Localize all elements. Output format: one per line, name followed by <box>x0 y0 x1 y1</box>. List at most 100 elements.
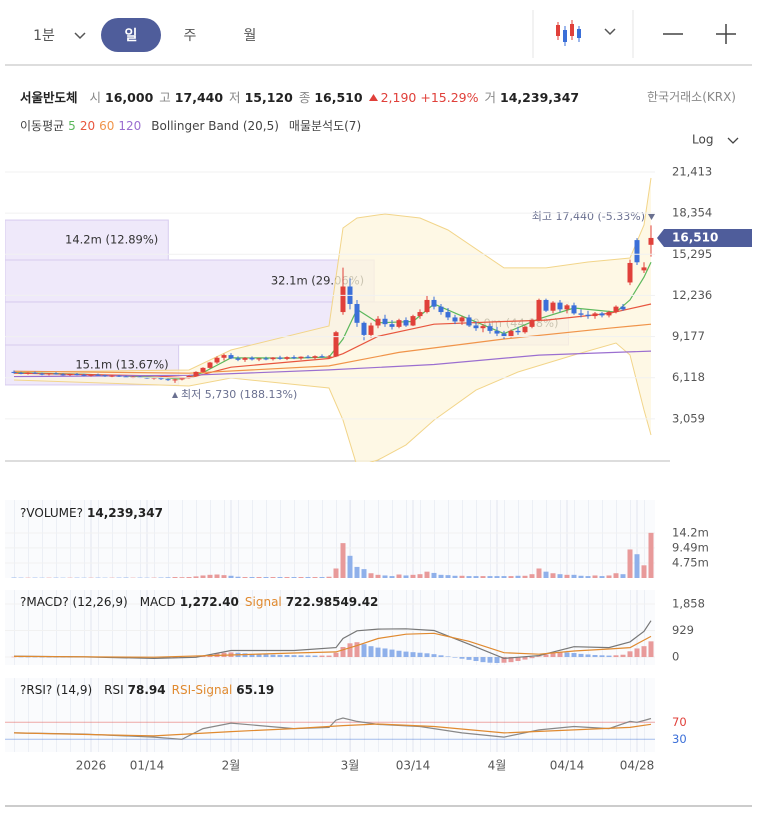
macd-histogram <box>25 656 31 658</box>
field-value: 16,000 <box>105 90 154 105</box>
volume-bar <box>242 577 248 578</box>
volume-bar <box>207 574 213 578</box>
macd-histogram <box>403 651 409 658</box>
volume-value: 14,239,347 <box>87 506 163 520</box>
y-tick-label: 9.49m <box>672 540 709 554</box>
interval-1min[interactable]: 1분 <box>33 28 55 44</box>
candle-body <box>39 373 45 375</box>
legend-item: Signal <box>244 595 282 609</box>
panel-title: ?MACD? (12,26,9) <box>20 595 128 609</box>
candle-body <box>25 372 31 374</box>
volume-bar <box>627 549 633 578</box>
y-tick-label: 4.75m <box>672 555 709 569</box>
volume-bar <box>564 574 570 578</box>
macd-histogram <box>312 655 318 658</box>
volume-legend: ?VOLUME? 14,239,347 <box>20 506 169 520</box>
volume-bar <box>417 574 423 578</box>
x-tick-label: 01/14 <box>130 759 165 773</box>
macd-histogram <box>375 647 381 658</box>
field-label: 고 <box>159 90 171 105</box>
y-tick-label: 3,059 <box>672 411 705 425</box>
price-tag <box>657 228 752 247</box>
x-tick-label: 3월 <box>341 759 360 773</box>
rsi-panel <box>5 678 655 752</box>
candle-body <box>116 375 122 377</box>
volume-bar <box>515 575 521 578</box>
volume-bar <box>326 576 332 578</box>
candle-body <box>606 312 612 316</box>
candle-body <box>522 326 528 333</box>
macd-histogram <box>648 641 654 658</box>
band-upper <box>13 177 652 373</box>
candle-body <box>410 316 416 326</box>
volume-bar <box>424 571 430 578</box>
candle-body <box>424 299 430 313</box>
y-tick-label: 18,354 <box>672 206 712 220</box>
field-label: 거 <box>484 90 497 105</box>
macd-histogram <box>382 648 388 658</box>
legend-item: 5 <box>68 119 76 133</box>
field-value: 15,120 <box>244 90 293 105</box>
interval-month[interactable]: 월 <box>244 28 257 44</box>
candle-body <box>60 374 66 376</box>
quote-header: 서울반도체 시 16,000 고 17,440 저 15,120 종 16,510 2,… <box>20 87 585 106</box>
candle-body <box>445 312 451 318</box>
x-tick-label: 2월 <box>222 759 241 773</box>
candle-body <box>550 302 556 311</box>
volume-bar <box>312 577 318 578</box>
volume-bar <box>410 574 416 578</box>
volume-bar <box>606 575 612 578</box>
rsi-line <box>13 723 652 737</box>
macd-histogram <box>256 654 262 658</box>
macd-histogram <box>529 657 535 659</box>
macd-histogram <box>564 652 570 658</box>
volume-bar <box>382 575 388 578</box>
candle-body <box>473 325 479 329</box>
candle-body <box>305 356 311 358</box>
candle-body <box>389 324 395 327</box>
volume-bar <box>571 574 577 578</box>
macd-histogram <box>466 657 472 660</box>
volume-bar <box>452 575 458 578</box>
macd-histogram <box>480 657 486 663</box>
interval-week[interactable]: 주 <box>184 28 197 44</box>
macd-histogram <box>501 657 507 663</box>
macd-histogram <box>270 654 276 658</box>
profile-label: 매물분석도(7) <box>288 119 362 133</box>
volume-bar <box>648 532 654 578</box>
x-tick-label: 2026 <box>76 759 107 773</box>
candle-body <box>599 313 605 316</box>
macd-histogram <box>242 653 248 658</box>
chevron[interactable] <box>604 28 616 36</box>
candle-body <box>186 375 192 378</box>
chart-type-icon[interactable] <box>556 20 581 46</box>
macd-histogram <box>508 657 514 663</box>
chevron[interactable] <box>74 32 86 40</box>
volume-bar <box>305 577 311 578</box>
candle-body <box>620 306 626 310</box>
volume-bar <box>522 575 528 578</box>
chevron[interactable] <box>727 137 739 144</box>
stock-name: 서울반도체 <box>20 90 78 105</box>
volume-bar <box>445 575 451 578</box>
macd-histogram <box>445 656 451 658</box>
scale-toggle[interactable]: Log <box>692 133 713 147</box>
candle-body <box>88 374 94 376</box>
y-tick-label: 12,236 <box>672 288 712 302</box>
macd-histogram <box>627 651 633 658</box>
interval-day[interactable]: 일 <box>125 28 138 44</box>
volume-bar <box>298 577 304 578</box>
volume-bar <box>508 576 514 578</box>
selected-pill[interactable] <box>101 18 161 52</box>
candle-body <box>249 357 255 360</box>
ma-line <box>13 323 652 374</box>
zoom-in[interactable] <box>716 24 736 44</box>
band-lower <box>13 342 652 462</box>
volume-bar <box>179 577 185 578</box>
legend-value: 65.19 <box>236 683 275 697</box>
macd-histogram <box>424 653 430 658</box>
candle-body <box>200 367 206 372</box>
candle-body <box>158 377 164 380</box>
volume-bar <box>529 574 535 578</box>
candle-body <box>284 357 290 359</box>
